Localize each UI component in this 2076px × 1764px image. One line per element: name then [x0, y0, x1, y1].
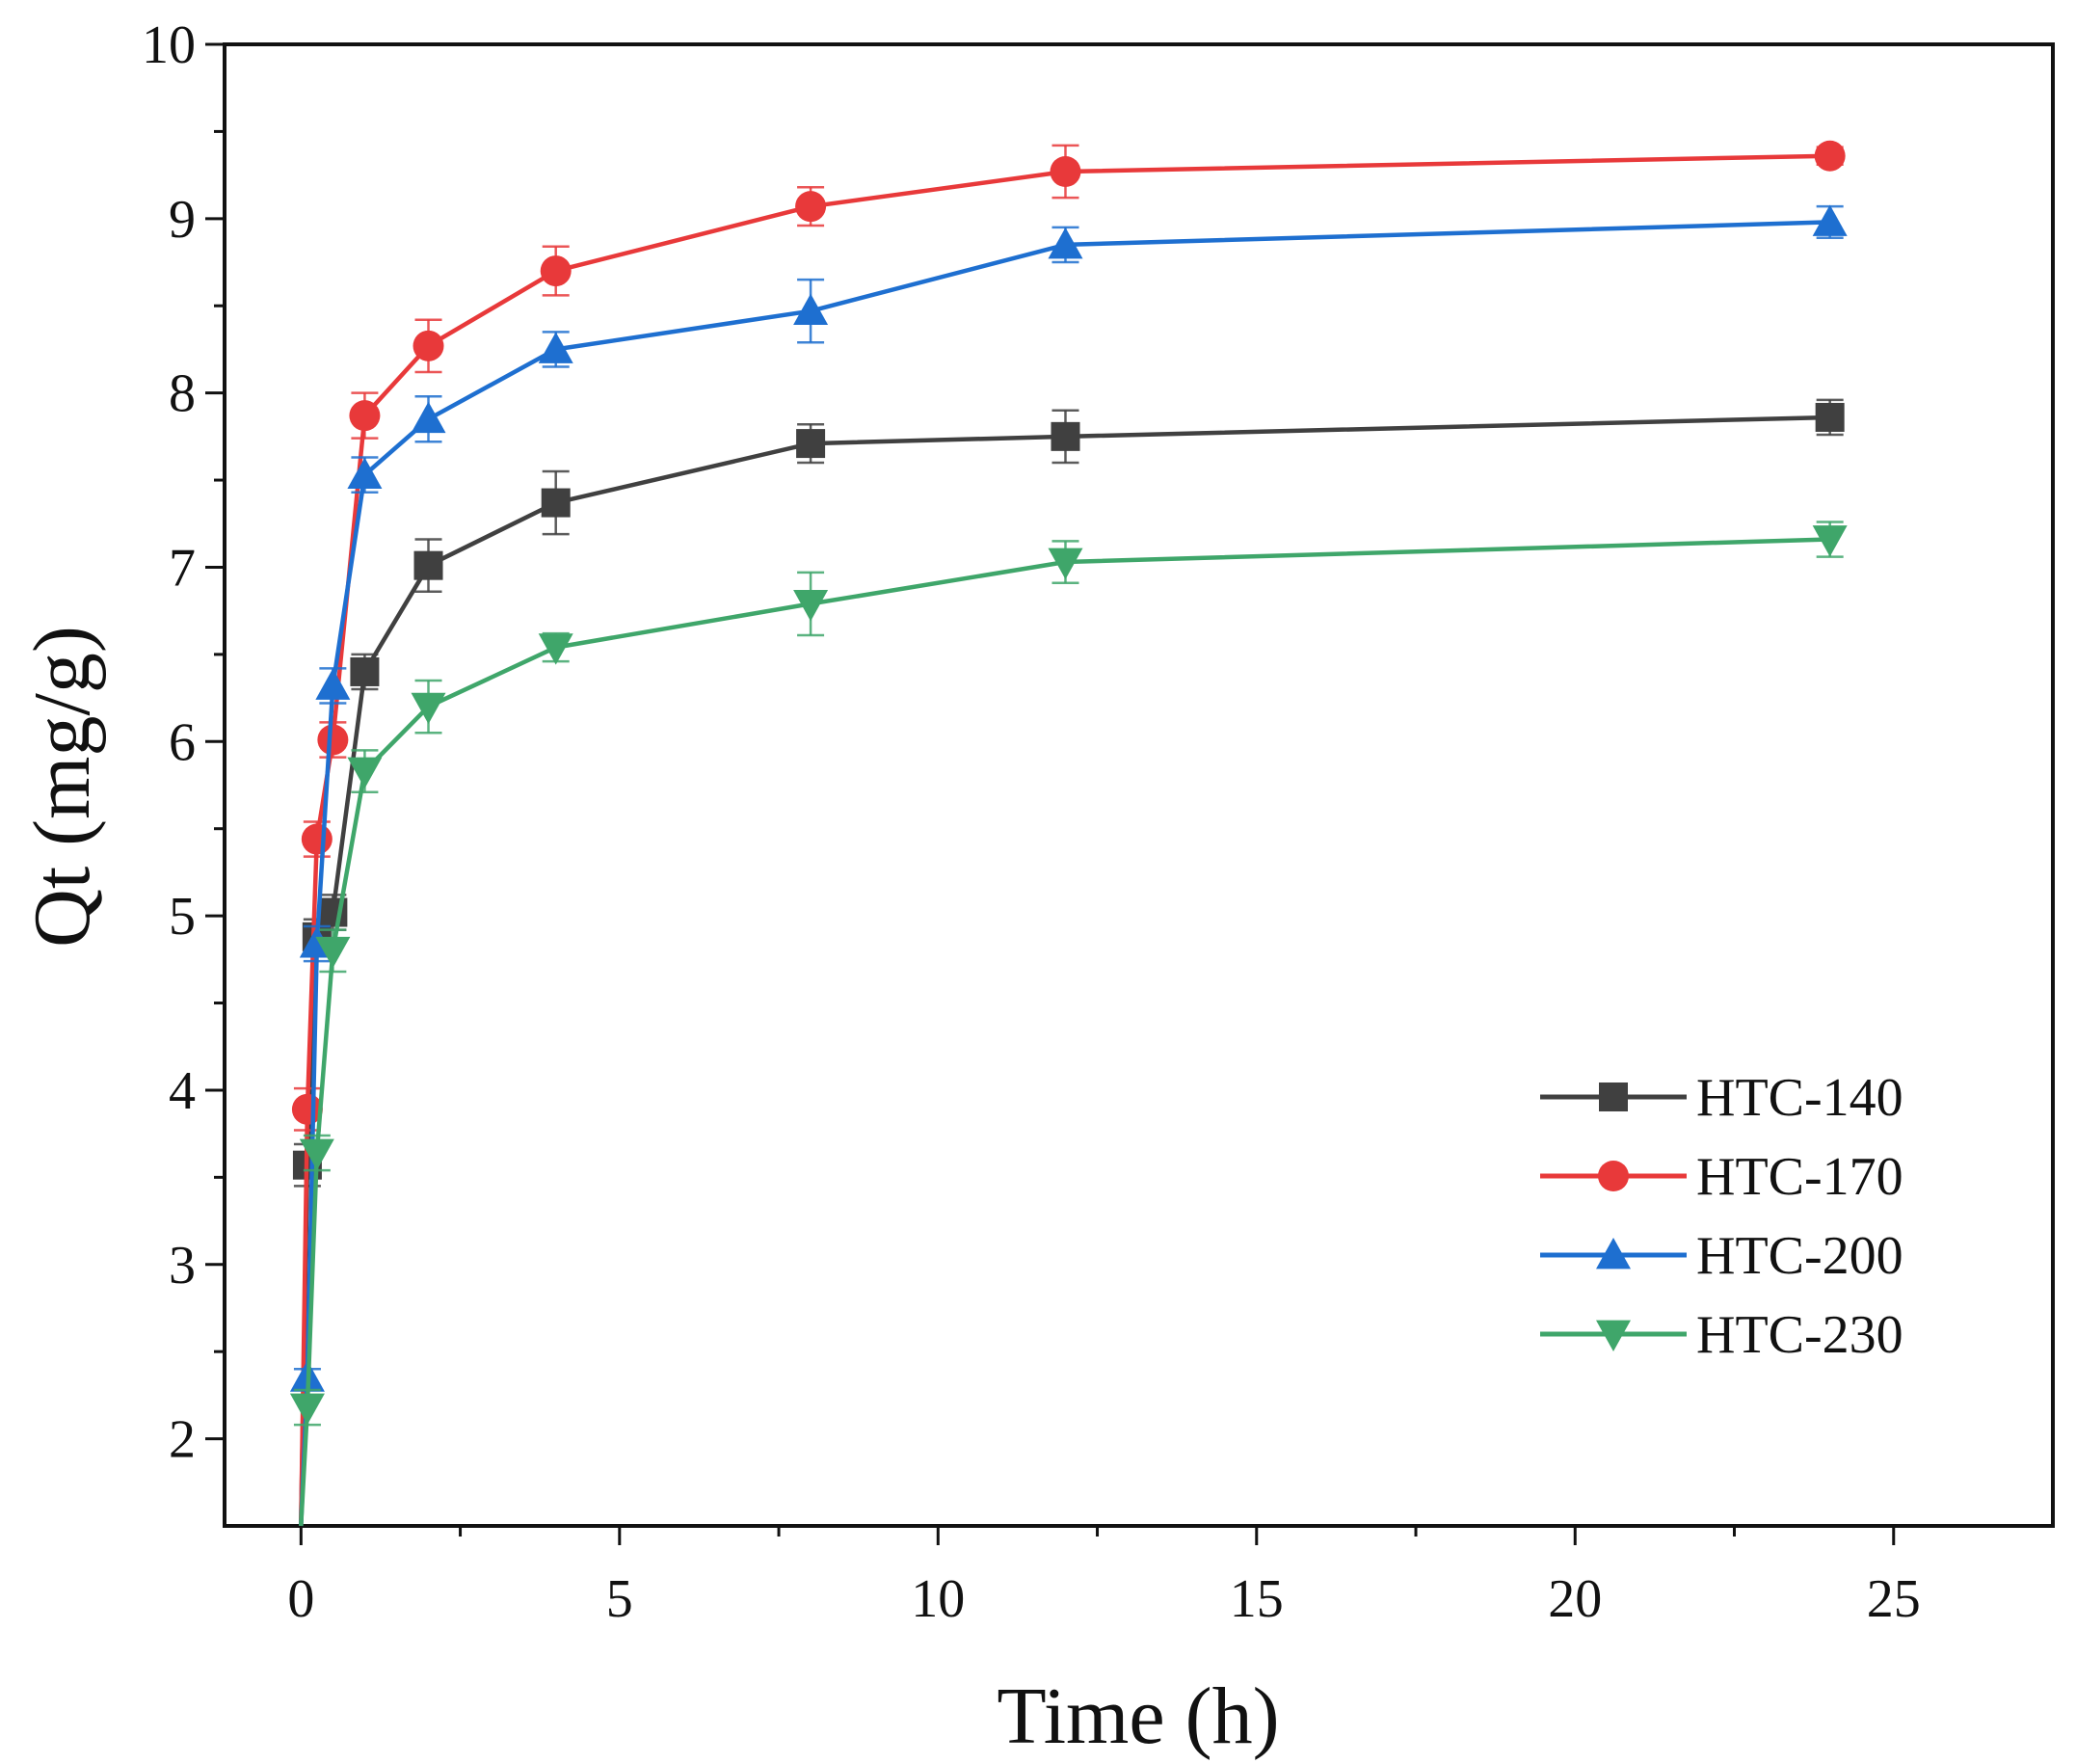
data-point: [793, 590, 829, 622]
data-point: [1814, 140, 1846, 172]
x-axis: 0 5 10 15 20 25: [287, 1526, 1921, 1629]
data-point: [795, 191, 827, 223]
data-point: [413, 550, 443, 580]
data-point: [301, 823, 333, 855]
data-point: [411, 401, 446, 434]
y-tick-label: 3: [169, 1236, 196, 1296]
data-point: [538, 633, 573, 665]
legend-item: HTC-230: [1540, 1305, 1903, 1365]
x-tick-label: 5: [606, 1569, 633, 1629]
data-point: [1048, 227, 1083, 259]
data-point: [793, 293, 829, 326]
x-tick-label: 25: [1867, 1569, 1921, 1629]
plot-frame: [223, 42, 2055, 1528]
y-tick-label: 8: [169, 364, 196, 424]
legend-item: HTC-140: [1540, 1068, 1903, 1128]
data-point: [541, 488, 571, 518]
x-tick-label: 20: [1548, 1569, 1602, 1629]
data-point: [1812, 525, 1848, 557]
series-line: [299, 153, 1830, 1527]
y-tick-label: 4: [169, 1061, 196, 1121]
legend-item: HTC-170: [1540, 1147, 1903, 1207]
legend-item: HTC-200: [1540, 1226, 1903, 1286]
x-tick-label: 15: [1230, 1569, 1284, 1629]
data-series: [289, 140, 1848, 1527]
data-point: [1050, 156, 1081, 188]
legend-label: HTC-200: [1696, 1226, 1903, 1286]
series-line: [299, 537, 1830, 1527]
data-point: [347, 757, 383, 789]
legend-label: HTC-230: [1696, 1305, 1903, 1365]
legend: HTC-140 HTC-170 HTC-200 HTC-230: [1540, 1068, 1903, 1365]
y-axis-title: Qt (mg/g): [17, 626, 107, 948]
legend-label: HTC-170: [1696, 1147, 1903, 1207]
y-tick-label: 9: [169, 190, 196, 250]
data-point: [315, 668, 351, 700]
series-line: [299, 414, 1830, 1527]
y-tick-label: 6: [169, 712, 196, 772]
data-point: [538, 332, 573, 363]
data-point: [411, 692, 446, 725]
data-point: [413, 330, 444, 361]
x-tick-label: 0: [287, 1569, 314, 1629]
legend-marker: [1596, 1320, 1631, 1351]
data-point: [347, 457, 383, 490]
data-point: [315, 936, 351, 969]
y-tick-label: 5: [169, 887, 196, 947]
x-axis-title: Time (h): [997, 1671, 1279, 1761]
data-point: [540, 255, 572, 287]
y-tick-label: 2: [169, 1410, 196, 1470]
legend-marker: [1596, 1238, 1631, 1270]
legend-marker: [1599, 1082, 1628, 1111]
y-tick-label: 7: [169, 538, 196, 598]
x-tick-label: 10: [911, 1569, 965, 1629]
series-htc-170: [291, 140, 1846, 1527]
data-point: [299, 1138, 334, 1171]
data-point: [350, 656, 380, 686]
data-point: [1812, 204, 1848, 236]
series-htc-230: [289, 521, 1848, 1527]
data-point: [1048, 548, 1083, 580]
y-axis: 2 3 4 5 6 7 8 9 10: [142, 15, 225, 1470]
data-point: [289, 1393, 325, 1426]
data-point: [1815, 402, 1845, 432]
data-point: [317, 724, 349, 756]
legend-label: HTC-140: [1696, 1068, 1903, 1128]
legend-marker: [1598, 1161, 1629, 1191]
data-point: [1051, 421, 1080, 451]
data-point: [796, 429, 826, 459]
data-point: [349, 400, 381, 432]
y-tick-label: 10: [142, 15, 196, 75]
